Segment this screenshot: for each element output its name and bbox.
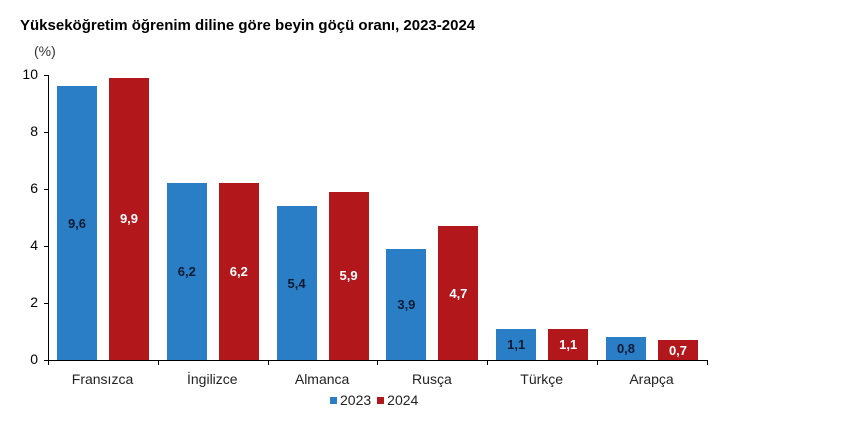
- y-tick-label: 0: [30, 351, 38, 367]
- bar-2024: 4,7: [438, 226, 479, 360]
- bar-value-label: 9,9: [119, 211, 139, 227]
- y-tick-label: 8: [30, 123, 38, 139]
- y-tick: [44, 132, 48, 133]
- y-tick: [44, 75, 48, 76]
- bar-2024: 1,1: [548, 328, 589, 360]
- legend-label: 2023: [340, 392, 372, 408]
- bar-value-label: 9,6: [67, 215, 87, 231]
- bar-value-label: 6,2: [229, 264, 248, 280]
- legend-item-2024: 2024: [377, 392, 418, 408]
- x-tick: [706, 360, 708, 365]
- bar-2023: 9,6: [57, 86, 97, 360]
- bar-2023: 3,9: [386, 248, 427, 360]
- y-tick: [44, 189, 48, 190]
- y-tick-label: 6: [30, 180, 38, 196]
- x-tick: [157, 360, 159, 365]
- y-tick: [44, 303, 48, 304]
- x-tick: [597, 360, 598, 365]
- x-tick-label: Almanca: [294, 371, 350, 387]
- bar-value-label: 1,1: [559, 336, 578, 352]
- bar-value-label: 3,9: [397, 296, 416, 312]
- x-tick-label: İngilizce: [187, 371, 238, 387]
- x-tick: [377, 360, 379, 365]
- bar-2023: 6,2: [166, 183, 207, 360]
- legend-swatch-2023: [330, 396, 337, 404]
- x-tick: [267, 360, 269, 365]
- y-tick: [44, 246, 48, 247]
- y-tick-label: 10: [22, 66, 38, 82]
- bar-2024: 5,9: [328, 191, 369, 360]
- bar-value-label: 5,4: [287, 275, 306, 291]
- bar-2024: 6,2: [218, 183, 259, 360]
- bar-2024: 0,7: [658, 340, 698, 360]
- bar-value-label: 5,9: [339, 268, 358, 284]
- legend: 2023 2024: [330, 392, 424, 408]
- x-tick-label: Rusça: [412, 371, 452, 387]
- bar-2023: 5,4: [276, 206, 317, 360]
- y-axis-unit: (%): [34, 43, 56, 59]
- legend-label: 2024: [387, 392, 419, 408]
- bar-2024: 9,9: [109, 77, 149, 360]
- legend-swatch-2024: [377, 396, 385, 404]
- bar-value-label: 1,1: [507, 336, 526, 352]
- y-axis: [48, 75, 49, 361]
- bar-value-label: 0,8: [616, 341, 636, 357]
- bar-value-label: 0,7: [668, 342, 688, 358]
- x-tick-label: Türkçe: [520, 371, 564, 387]
- y-tick-label: 4: [30, 237, 38, 253]
- y-tick: [44, 360, 48, 361]
- x-tick-label: Fransızca: [71, 371, 134, 387]
- chart-title: Yükseköğretim öğrenim diline göre beyin …: [20, 17, 476, 34]
- legend-item-2023: 2023: [330, 392, 371, 408]
- bar-2023: 0,8: [606, 337, 646, 360]
- x-tick: [487, 360, 489, 365]
- x-tick: [48, 360, 49, 365]
- x-tick-label: Arapça: [629, 371, 674, 387]
- y-tick-label: 2: [30, 294, 38, 310]
- bar-value-label: 6,2: [177, 264, 196, 280]
- bar-value-label: 4,7: [449, 285, 468, 301]
- bar-2023: 1,1: [496, 328, 537, 360]
